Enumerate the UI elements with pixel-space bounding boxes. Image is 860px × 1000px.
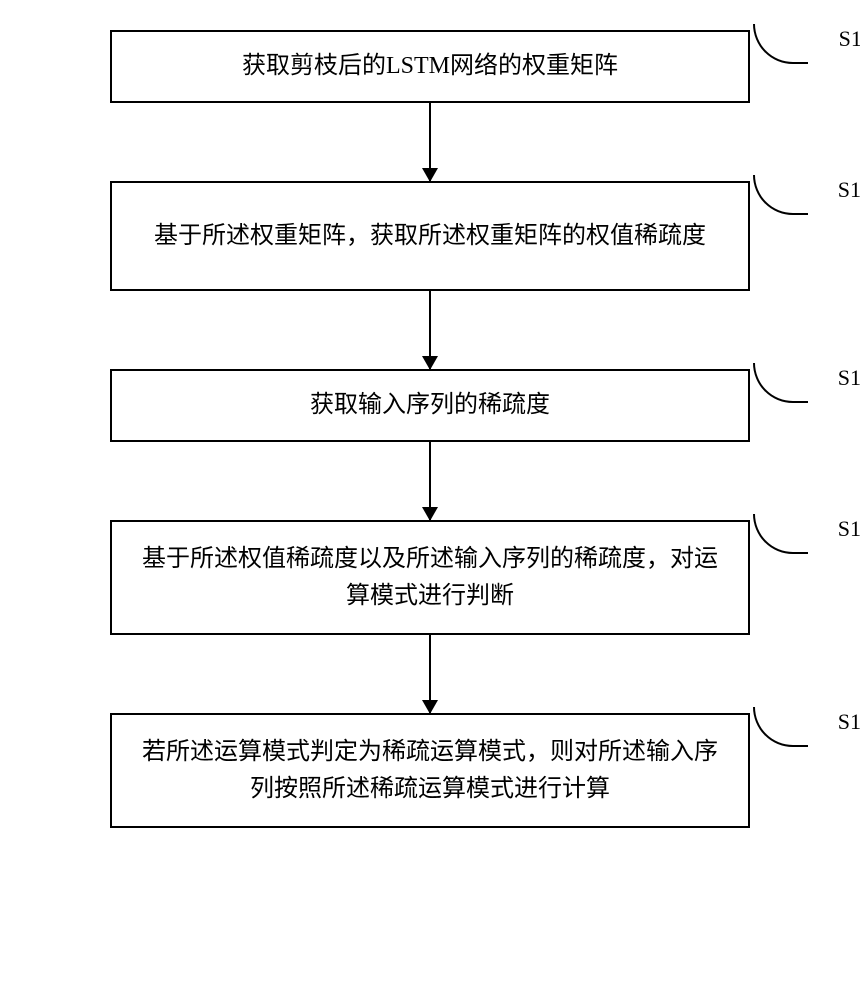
step-label-s130: S130: [838, 361, 860, 395]
step-text-s120: 基于所述权重矩阵，获取所述权重矩阵的权值稀疏度: [154, 218, 706, 255]
step-label-s110: S110: [839, 22, 860, 56]
label-curve: [753, 363, 808, 403]
step-text-s140: 基于所述权值稀疏度以及所述输入序列的稀疏度，对运算模式进行判断: [132, 541, 728, 615]
step-label-s140: S140: [838, 512, 860, 546]
label-curve: [753, 175, 808, 215]
arrow-connector: [429, 635, 431, 713]
arrow-connector: [429, 442, 431, 520]
step-text-s150: 若所述运算模式判定为稀疏运算模式，则对所述输入序列按照所述稀疏运算模式进行计算: [132, 734, 728, 808]
arrow-head: [422, 507, 438, 521]
step-label-s120: S120: [838, 173, 860, 207]
arrow-connector: [429, 291, 431, 369]
step-label-s150: S150: [838, 705, 860, 739]
arrow-connector: [429, 103, 431, 181]
step-text-s110: 获取剪枝后的LSTM网络的权重矩阵: [242, 48, 618, 85]
step-box-s130: S130 获取输入序列的稀疏度: [110, 369, 750, 442]
step-box-s120: S120 基于所述权重矩阵，获取所述权重矩阵的权值稀疏度: [110, 181, 750, 291]
step-box-s150: S150 若所述运算模式判定为稀疏运算模式，则对所述输入序列按照所述稀疏运算模式…: [110, 713, 750, 828]
label-curve: [753, 514, 808, 554]
arrow-head: [422, 356, 438, 370]
arrow-head: [422, 168, 438, 182]
step-text-s130: 获取输入序列的稀疏度: [310, 387, 550, 424]
step-box-s110: S110 获取剪枝后的LSTM网络的权重矩阵: [110, 30, 750, 103]
flowchart-container: S110 获取剪枝后的LSTM网络的权重矩阵 S120 基于所述权重矩阵，获取所…: [0, 0, 860, 1000]
label-curve: [753, 24, 808, 64]
step-box-s140: S140 基于所述权值稀疏度以及所述输入序列的稀疏度，对运算模式进行判断: [110, 520, 750, 635]
label-curve: [753, 707, 808, 747]
arrow-head: [422, 700, 438, 714]
